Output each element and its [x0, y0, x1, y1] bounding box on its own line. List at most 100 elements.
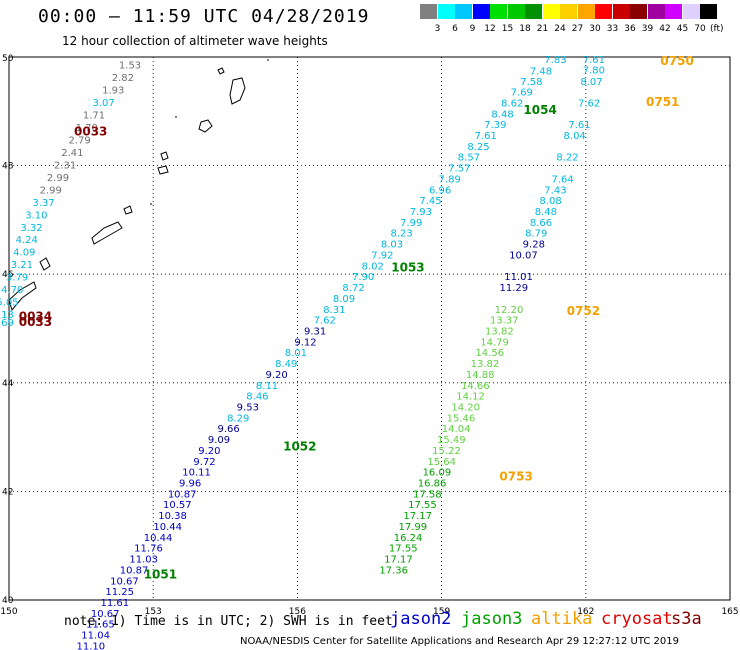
coastline — [8, 281, 37, 312]
scale-swatch — [630, 4, 647, 19]
wave-height-value: 8.48 — [491, 109, 513, 120]
x-tick-label: 153 — [145, 607, 162, 617]
scale-swatch — [577, 4, 595, 19]
map-title: 00:00 – 11:59 UTC 04/28/2019 — [38, 6, 370, 27]
scale-swatch — [525, 4, 542, 19]
scale-swatch — [665, 4, 682, 19]
wave-height-value: 7.57 — [448, 164, 470, 175]
wave-height-value: 14.66 — [461, 381, 490, 392]
wave-height-value: 1.53 — [119, 60, 141, 71]
wave-height-value: 5.05 — [0, 298, 19, 309]
scale-label: 3 — [434, 24, 441, 34]
wave-height-value: 13.82 — [471, 359, 500, 370]
wave-height-value: 3.21 — [11, 260, 33, 271]
coastline — [198, 119, 213, 133]
wave-height-value: 2.99 — [40, 185, 62, 196]
wave-height-value: 2.79 — [68, 135, 90, 146]
wave-height-value: 3.32 — [20, 223, 42, 234]
wave-height-value: 11.03 — [129, 555, 158, 566]
pass-time-label: 1053 — [391, 260, 424, 274]
scale-swatch — [437, 4, 455, 19]
wave-height-value: 3.79 — [6, 273, 28, 284]
wave-height-value: 9.53 — [237, 402, 259, 413]
footer-credit: NOAA/NESDIS Center for Satellite Applica… — [240, 636, 679, 647]
scale-swatch — [420, 4, 437, 19]
wave-height-value: 1.70 — [76, 123, 98, 134]
wave-height-value: 9.20 — [266, 370, 288, 381]
wave-height-value: 17.55 — [389, 544, 418, 555]
pass-time-label: 0753 — [499, 470, 532, 484]
scale-swatch — [472, 4, 490, 19]
wave-height-value: 8.23 — [390, 229, 412, 240]
coastline — [157, 165, 169, 175]
satellite-altika: altika — [531, 609, 593, 629]
coastline — [160, 151, 169, 161]
wave-height-value: 9.20 — [198, 446, 220, 457]
scale-label: 39 — [641, 24, 654, 34]
wave-height-value: 17.17 — [403, 511, 432, 522]
wave-height-value: 2.99 — [47, 173, 69, 184]
wave-height-value: 11.10 — [76, 641, 105, 650]
wave-height-value: 7.64 — [552, 174, 574, 185]
wave-height-value: 8.29 — [227, 413, 249, 424]
wave-height-value: 14.12 — [456, 392, 485, 403]
wave-height-value: 17.36 — [379, 565, 408, 576]
wave-height-value: 11.76 — [134, 544, 163, 555]
wave-height-value: 11.25 — [105, 587, 134, 598]
wave-height-value: 14.88 — [466, 370, 495, 381]
wave-height-value: 17.99 — [399, 522, 428, 533]
scale-swatch — [612, 4, 630, 19]
wave-height-value: 7.48 — [530, 66, 552, 77]
coastline — [123, 205, 133, 215]
satellite-jason3: jason3 — [461, 609, 523, 629]
wave-height-value: 17.55 — [408, 500, 437, 511]
wave-height-value: 3.37 — [32, 198, 54, 209]
scale-label: 15 — [501, 24, 514, 34]
wave-height-value: 10.87 — [120, 565, 149, 576]
wave-height-value: 8.46 — [246, 392, 268, 403]
wave-height-value: 7.93 — [410, 207, 432, 218]
wave-height-value: 8.03 — [381, 240, 403, 251]
wave-height-value: 12.20 — [495, 305, 524, 316]
wave-height-value: 8.25 — [467, 142, 489, 153]
scale-swatch — [455, 4, 472, 19]
satellite-cryosat: cryosat — [601, 609, 673, 629]
scale-label: 33 — [606, 24, 619, 34]
wave-height-value: 8.62 — [501, 98, 523, 109]
wave-height-value: 8.04 — [564, 131, 586, 142]
wave-height-value: 8.57 — [458, 153, 480, 164]
scale-label: 45 — [676, 24, 689, 34]
wave-height-value: 9.72 — [193, 457, 215, 468]
wave-height-value: 10.44 — [144, 533, 173, 544]
y-tick-label: 44 — [2, 379, 14, 389]
wave-height-value: 9.66 — [217, 424, 239, 435]
wave-height-value: 8.49 — [275, 359, 297, 370]
x-tick-label: 159 — [433, 607, 450, 617]
wave-height-value: 14.56 — [475, 348, 504, 359]
wave-height-value: 9.31 — [304, 326, 326, 337]
wave-height-value: 8.09 — [333, 294, 355, 305]
wave-height-value: 3.10 — [25, 210, 47, 221]
wave-height-value: 17.58 — [413, 489, 442, 500]
x-tick-label: 162 — [577, 607, 594, 617]
wave-height-value: 7.89 — [439, 174, 461, 185]
wave-height-value: 9.28 — [523, 240, 545, 251]
x-tick-label: 165 — [721, 607, 738, 617]
wave-height-value: 4.13 — [0, 310, 14, 321]
wave-height-value: 7.69 — [511, 88, 533, 99]
wave-height-value: 14.20 — [451, 402, 480, 413]
scale-label: 27 — [571, 24, 584, 34]
pass-time-label: 0750 — [660, 54, 693, 68]
scale-label: 21 — [536, 24, 549, 34]
wave-height-value: 7.61 — [475, 131, 497, 142]
scale-swatch — [542, 4, 560, 19]
coastline — [91, 221, 123, 245]
scale-swatch — [490, 4, 507, 19]
wave-height-value: 7.43 — [544, 185, 566, 196]
scale-label: 42 — [659, 24, 671, 34]
wave-height-value: 8.79 — [525, 229, 547, 240]
wave-height-value: 3.69 — [0, 318, 14, 329]
wave-height-value: 9.09 — [208, 435, 230, 446]
map-frame — [8, 56, 731, 601]
scale-swatch — [507, 4, 525, 19]
